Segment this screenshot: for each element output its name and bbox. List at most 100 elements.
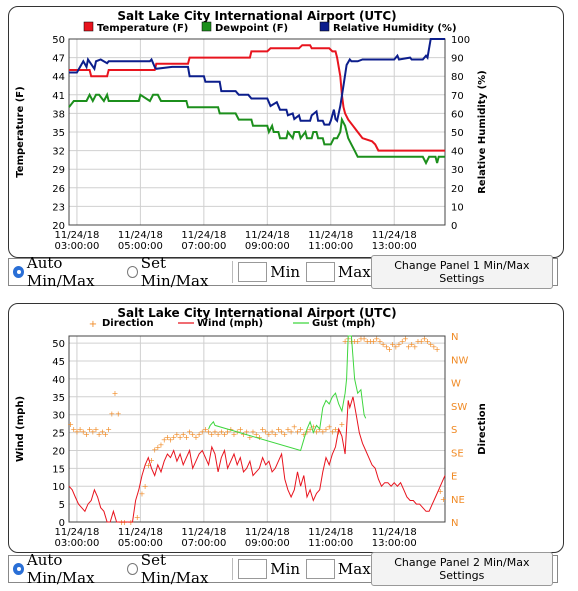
y-axis-label: Wind (mph) <box>15 396 26 462</box>
panel-1-change-settings-button[interactable]: Change Panel 1 Min/Max Settings <box>370 255 553 289</box>
y-tick-label: 47 <box>52 54 65 65</box>
direction-point: + <box>408 340 415 349</box>
panel-2-controls: Auto Min/Max Set Min/Max Min Max Change … <box>8 551 558 587</box>
panel-2-min-input[interactable] <box>238 559 268 579</box>
radio-selected-icon <box>13 563 24 575</box>
y-tick-label: 26 <box>52 184 65 195</box>
x-tick-label: 09:00:00 <box>245 538 290 549</box>
y2-tick-label: SW <box>451 402 467 413</box>
y2-tick-label: 70 <box>451 91 464 102</box>
y-tick-label: 20 <box>52 446 65 457</box>
y-tick-label: 23 <box>52 202 65 213</box>
y-tick-label: 35 <box>52 393 65 404</box>
y-tick-label: 50 <box>52 35 65 46</box>
plot-area <box>68 38 446 226</box>
x-tick-label: 13:00:00 <box>372 241 417 252</box>
y2-tick-label: S <box>451 425 457 436</box>
y-tick-label: 44 <box>52 72 65 83</box>
y2-tick-label: 30 <box>451 165 464 176</box>
direction-point: + <box>158 441 165 450</box>
direction-point: + <box>335 428 342 437</box>
direction-point: + <box>304 428 311 437</box>
direction-point: + <box>300 430 307 439</box>
y2-axis-label: Direction <box>477 403 488 455</box>
x-tick-label: 11/24/18 <box>372 230 417 241</box>
direction-point: + <box>108 410 115 419</box>
panel-1-set-radio[interactable]: Set Min/Max <box>126 254 228 290</box>
direction-point: + <box>205 428 212 437</box>
direction-point: + <box>227 425 234 434</box>
x-tick-label: 11:00:00 <box>308 538 353 549</box>
direction-point: + <box>326 422 333 431</box>
direction-point: + <box>272 430 279 439</box>
legend-label: Direction <box>102 318 154 329</box>
direction-point: + <box>186 428 193 437</box>
x-tick-label: 11/24/18 <box>245 230 290 241</box>
direction-point: + <box>115 410 122 419</box>
direction-point: + <box>154 443 161 452</box>
direction-point: + <box>221 430 228 439</box>
chart-panel-1: Salt Lake City International Airport (UT… <box>8 6 564 258</box>
y-tick-label: 38 <box>52 109 65 120</box>
direction-point: + <box>247 433 254 442</box>
direction-point: + <box>269 428 276 437</box>
series-line-2 <box>69 38 445 126</box>
divider <box>231 558 233 580</box>
direction-point: + <box>424 337 431 346</box>
panel-1-auto-radio[interactable]: Auto Min/Max <box>13 254 123 290</box>
panel-1-set-label: Set Min/Max <box>140 254 209 290</box>
direction-point: + <box>142 482 149 491</box>
direction-point: + <box>134 513 141 522</box>
panel-2-set-radio[interactable]: Set Min/Max <box>126 551 228 587</box>
radio-unselected-icon <box>126 563 138 575</box>
direction-point: + <box>440 495 447 504</box>
direction-point: + <box>361 335 368 344</box>
direction-point: + <box>383 342 390 351</box>
panel-2-change-settings-button[interactable]: Change Panel 2 Min/Max Settings <box>370 552 553 586</box>
direction-point: + <box>358 335 365 344</box>
y2-tick-label: 90 <box>451 54 464 65</box>
chart-panel-2: Salt Lake City International Airport (UT… <box>8 303 564 553</box>
panel-2-max-label: Max <box>337 560 371 578</box>
y2-tick-label: 50 <box>451 128 464 139</box>
panel-1-min-input[interactable] <box>238 262 268 282</box>
panel-1-max-input[interactable] <box>306 262 335 282</box>
legend-swatch <box>201 21 212 32</box>
direction-point: + <box>342 337 349 346</box>
direction-point: + <box>332 425 339 434</box>
direction-point: + <box>253 430 260 439</box>
series-line-2 <box>208 335 367 452</box>
panel-1-controls: Auto Min/Max Set Min/Max Min Max Change … <box>8 254 558 290</box>
direction-point: + <box>415 337 422 346</box>
y-tick-label: 25 <box>52 429 65 440</box>
direction-point: + <box>240 430 247 439</box>
panel-1-auto-label: Auto Min/Max <box>26 254 95 290</box>
y2-tick-label: 10 <box>451 202 464 213</box>
direction-point: + <box>102 430 109 439</box>
chart-title: Salt Lake City International Airport (UT… <box>117 306 396 320</box>
direction-point: + <box>224 428 231 437</box>
x-tick-label: 11/24/18 <box>308 230 353 241</box>
direction-point: + <box>339 420 346 429</box>
x-tick-label: 11/24/18 <box>372 527 417 538</box>
direction-point: + <box>275 425 282 434</box>
x-tick-label: 11/24/18 <box>54 230 99 241</box>
legend-swatch: + <box>89 319 97 330</box>
legend-label: Relative Humidity (%) <box>333 23 457 34</box>
panel-2-max-input[interactable] <box>306 559 335 579</box>
y2-tick-label: 100 <box>451 35 470 46</box>
panel-2-min-label: Min <box>270 560 301 578</box>
y-tick-label: 41 <box>52 91 65 102</box>
direction-point: + <box>307 425 314 434</box>
panel-2-set-label: Set Min/Max <box>140 551 209 587</box>
direction-point: + <box>294 428 301 437</box>
direction-point: + <box>418 337 425 346</box>
direction-point: + <box>380 340 387 349</box>
direction-point: + <box>250 428 257 437</box>
direction-point: + <box>189 430 196 439</box>
x-tick-label: 03:00:00 <box>54 241 99 252</box>
direction-point: + <box>259 425 266 434</box>
x-tick-label: 09:00:00 <box>245 241 290 252</box>
direction-point: + <box>310 422 317 431</box>
panel-2-auto-radio[interactable]: Auto Min/Max <box>13 551 123 587</box>
